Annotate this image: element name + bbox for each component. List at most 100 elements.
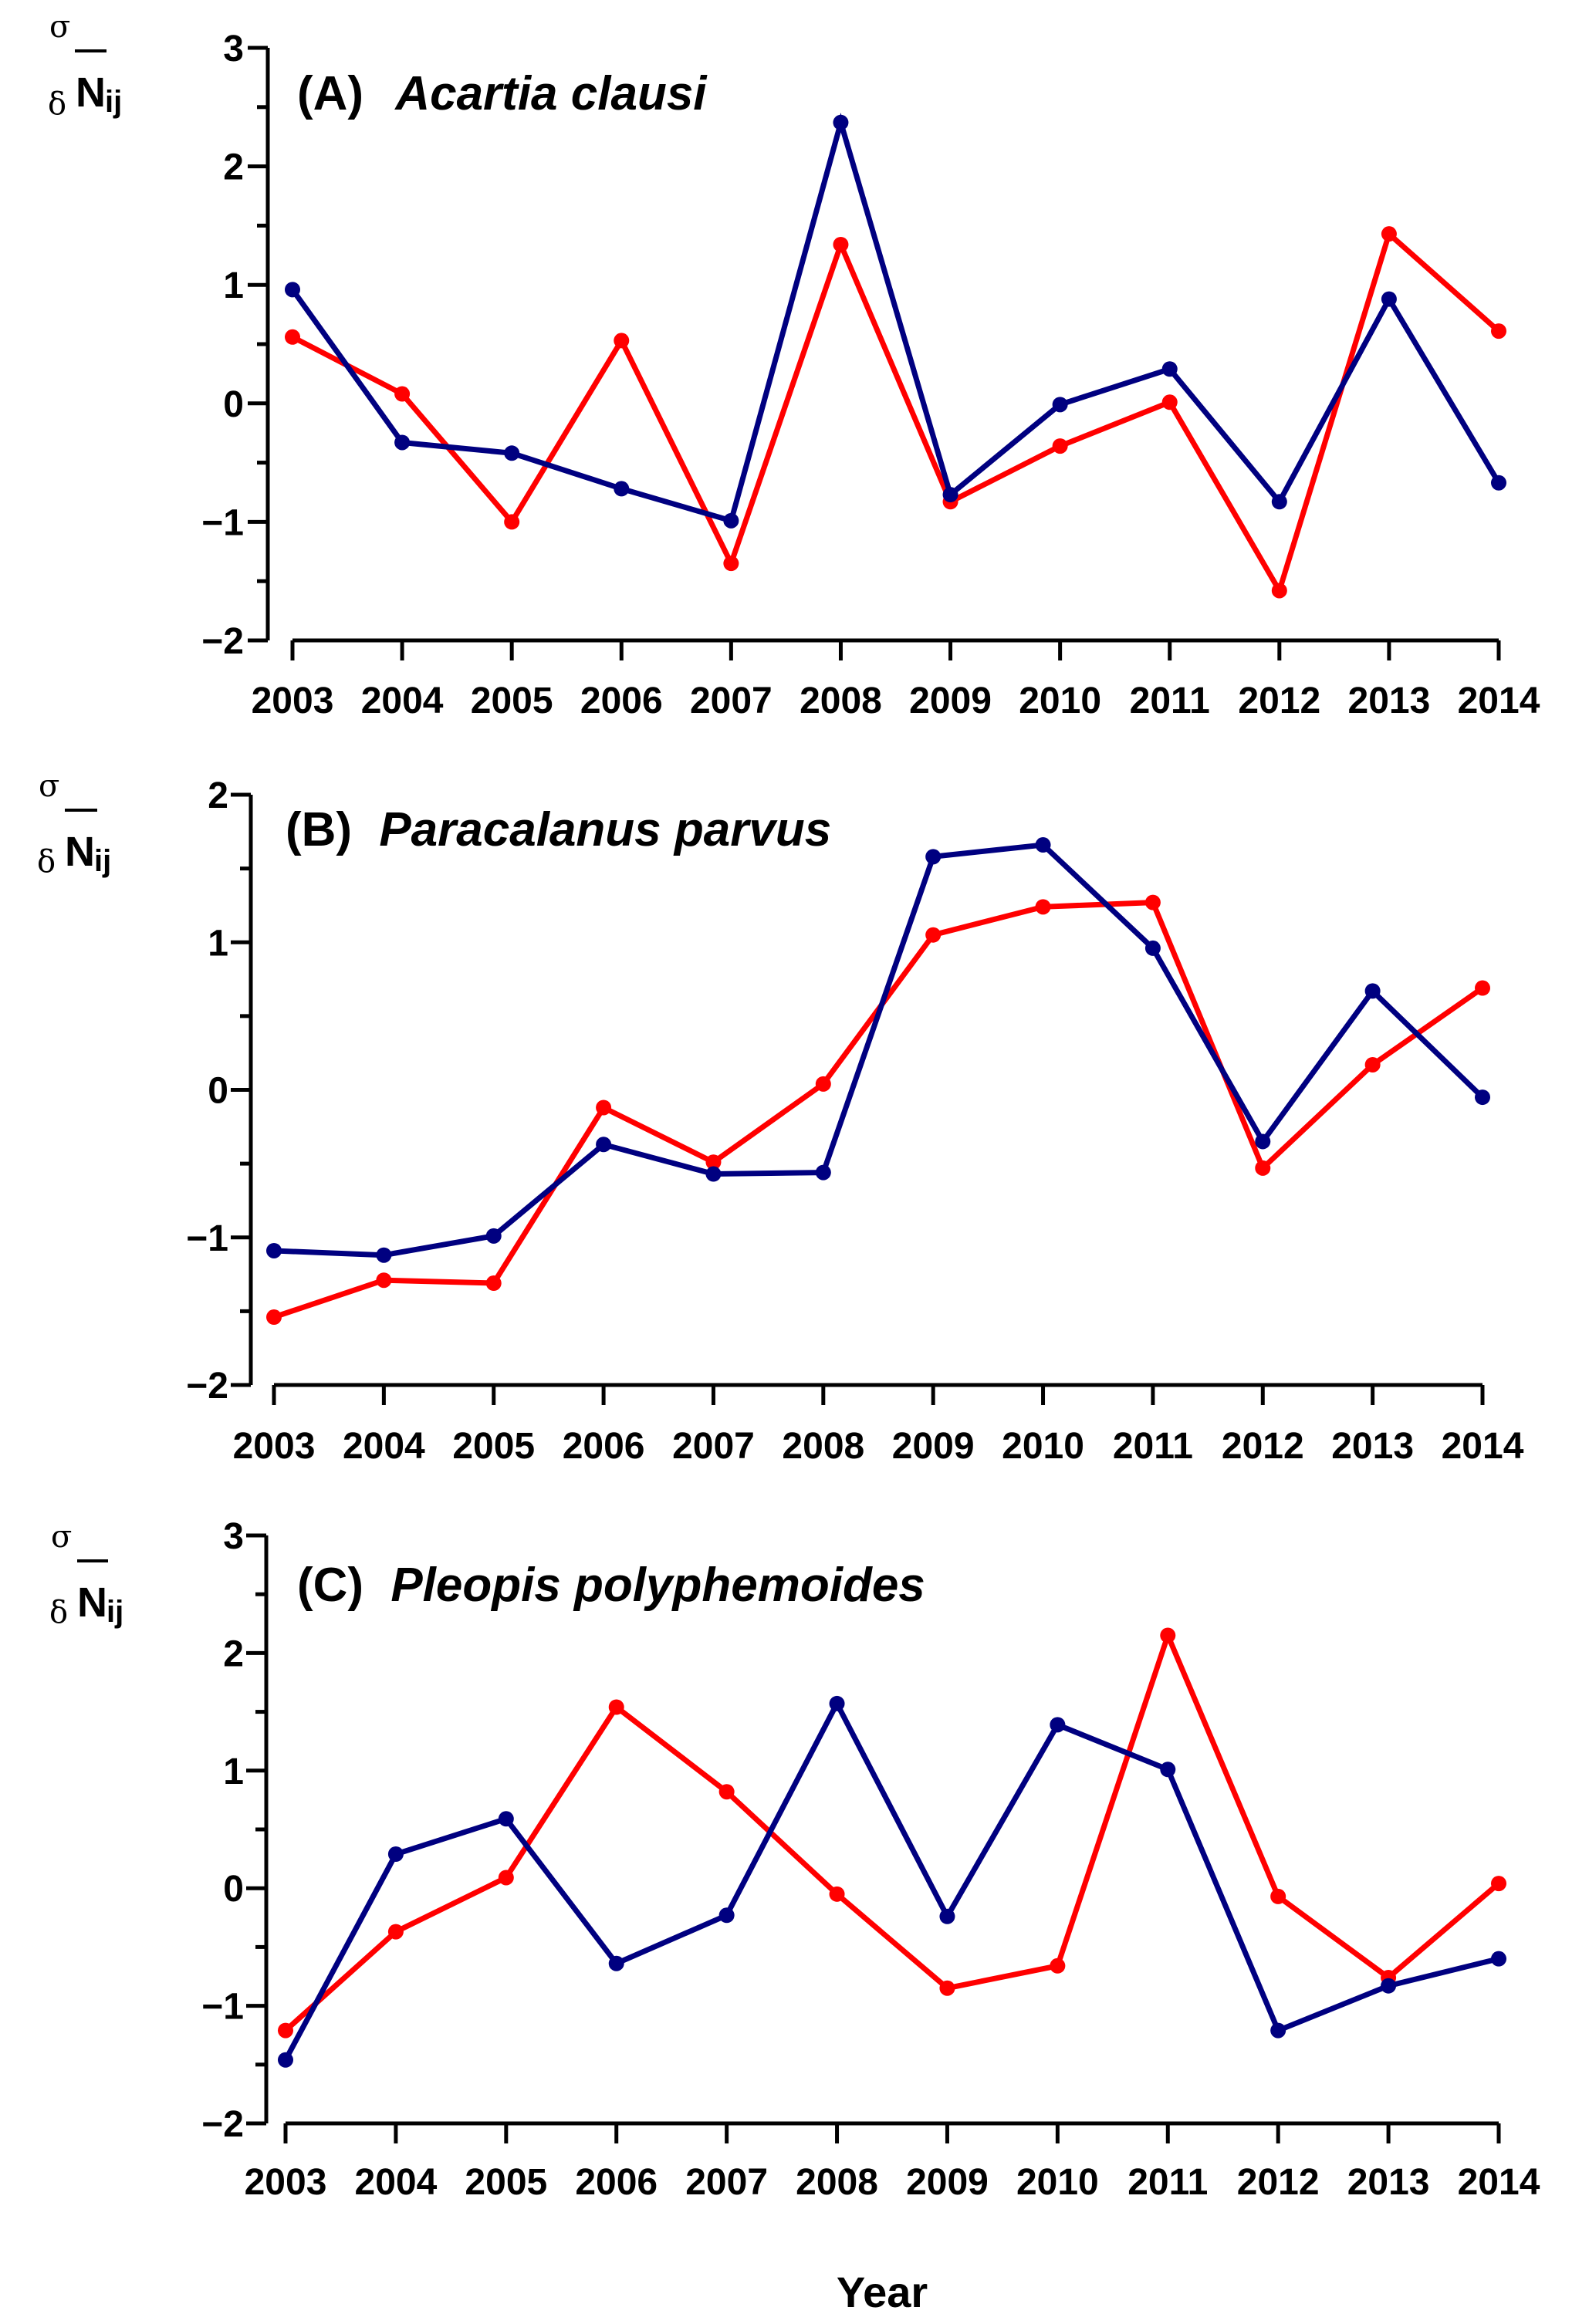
panel-b-blue-point [1475,1089,1490,1106]
panel-a-blue-line [290,113,1502,525]
panel-b-x-tick-label: 2009 [892,1426,975,1467]
panel-b-blue-point [1035,837,1051,853]
panel-b-red-point [925,927,942,943]
panel-a-red-line [291,228,1501,598]
panel-a-y-tick-label: −2 [201,621,244,662]
panel-b-blue-line [273,842,1485,1258]
panel-c-blue-point [387,1846,404,1863]
panel-a-red-point [394,386,411,402]
panel-b-ylabel-ij: ij [94,844,111,878]
panel-c-label: (C) [297,1559,363,1612]
panel-a-red-point [1161,394,1178,410]
panel-c-x-tick-label: 2010 [1016,2162,1099,2203]
panel-b-axes: −2 −1 0 1 2 2003 2004 2005 2006 2007 2008 2009 2010 2… [186,775,1523,1467]
panel-b-x-tick-label: 2007 [672,1426,755,1467]
panel-b-blue-point [925,849,942,865]
panel-c-blue-point [1491,1951,1506,1967]
panel-c-ylabel-n: N [77,1579,107,1626]
panel-b-x-tick-label: 2014 [1442,1426,1524,1467]
panel-b-y-tick-label: 0 [208,1071,228,1112]
panel-c-red-point [498,1870,514,1886]
panel-a-ylabel-ij: ij [105,85,122,119]
panel-c-y-tick-label: 3 [223,1516,244,1557]
panel-c-title: (C) Pleopis polyphemoides [297,1559,925,1612]
panel-c-x-tick-label: 2009 [906,2162,989,2203]
panel-b-y-tick-label: 1 [208,923,228,964]
panel-c-series-blue [278,1695,1506,2068]
panel-a-ylabel: σ δ N ij [48,9,122,122]
panel-c-y-tick-label: 0 [223,1869,244,1910]
panel-a-series-blue [285,113,1506,529]
panel-c-x-tick-label: 2008 [796,2162,878,2203]
panel-b-ylabel-n: N [65,829,95,875]
panel-b-title: (B) Paracalanus parvus [286,803,831,856]
panel-b-ylabel-delta: δ [37,844,56,880]
panel-b-red-point [1035,899,1051,915]
panel-c-blue-point [498,1811,514,1827]
panel-a-axes: −2 −1 0 1 2 3 2003 2004 2005 2006 2007 2008 2009 2010… [201,29,1540,721]
panel-b-x-tick-label: 2010 [1002,1426,1084,1467]
panel-b-x-tick-label: 2004 [343,1426,425,1467]
panel-a-blue-point [723,512,739,529]
panel-c-blue-point [829,1695,845,1711]
panel-a-blue-point [942,487,958,503]
panel-b-x-tick-label: 2003 [233,1426,316,1467]
panel-b: (B) Paracalanus parvus σ δ N ij −2 −1 0 1 2 2… [37,768,1524,1467]
panel-a-blue-point [1161,361,1178,377]
panel-c-x-tick-label: 2014 [1458,2162,1540,2203]
panel-b-red-point [1144,894,1161,910]
panel-a-y-tick-label: 1 [223,265,244,306]
panel-c-x-tick-label: 2013 [1347,2162,1430,2203]
panel-b-x-tick-label: 2005 [452,1426,535,1467]
panel-b-x-tick-label: 2008 [782,1426,864,1467]
panel-c-y-tick-label: 2 [223,1633,244,1674]
panel-a-x-tick-label: 2003 [252,681,334,721]
panel-c-x-tick-label: 2012 [1237,2162,1320,2203]
panel-a-y-tick-label: 3 [223,29,244,69]
panel-a-blue-point [285,282,300,298]
panel-a: (A) Acartia clausi σ δ N ij −2 −1 0 1 2 3 2003… [48,9,1540,721]
panel-b-blue-point [596,1137,612,1153]
panel-c-blue-point [718,1907,735,1924]
panel-c-red-point [278,2022,293,2039]
panel-a-y-tick-label: −1 [201,502,244,543]
panel-b-blue-point [1144,940,1161,956]
panel-c: (C) Pleopis polyphemoides σ δ N ij Year … [49,1516,1540,2316]
svg-text:(A) Acartia clausi: (A) Acartia clausi [297,67,708,120]
panel-a-title: (A) Acartia clausi [297,67,708,120]
panel-b-label: (B) [286,803,352,856]
panel-a-x-tick-label: 2006 [580,681,663,721]
panel-c-x-tick-label: 2007 [685,2162,768,2203]
panel-c-red-point [1270,1888,1286,1904]
panel-c-blue-point [278,2052,293,2068]
panel-c-red-point [718,1784,735,1800]
panel-a-red-point [614,333,630,349]
panel-c-blue-point [1381,1978,1397,1994]
panel-c-blue-point [1050,1717,1066,1733]
svg-text:(C) Pleopis polyphemoi: (C) Pleopis polyphemoides [297,1559,925,1612]
panel-b-blue-point [485,1228,502,1244]
panel-b-blue-point [1364,983,1381,999]
panel-c-blue-line [282,1697,1499,2062]
panel-c-red-point [1491,1876,1506,1892]
panel-b-blue-point [1255,1133,1271,1150]
panel-c-x-tick-label: 2003 [245,2162,327,2203]
panel-a-x-tick-label: 2013 [1348,681,1431,721]
panel-b-red-point [376,1272,392,1289]
panel-c-y-tick-label: −2 [201,2104,244,2145]
panel-b-ylabel: σ δ N ij [37,768,111,880]
panel-a-red-point [1491,323,1506,339]
panel-a-ylabel-sigma: σ [49,9,70,45]
panel-c-y-tick-label: 1 [223,1751,244,1792]
panel-a-red-point [1271,583,1287,599]
panel-b-red-point [1475,980,1490,996]
panel-c-series-red [278,1627,1506,2039]
panel-a-red-point [285,329,300,345]
panel-a-x-tick-label: 2005 [471,681,553,721]
panel-a-red-point [723,556,739,572]
panel-c-ylabel-delta: δ [49,1595,68,1630]
panel-b-x-tick-label: 2013 [1331,1426,1414,1467]
panel-a-ylabel-delta: δ [48,86,66,122]
panel-b-red-point [485,1275,502,1292]
